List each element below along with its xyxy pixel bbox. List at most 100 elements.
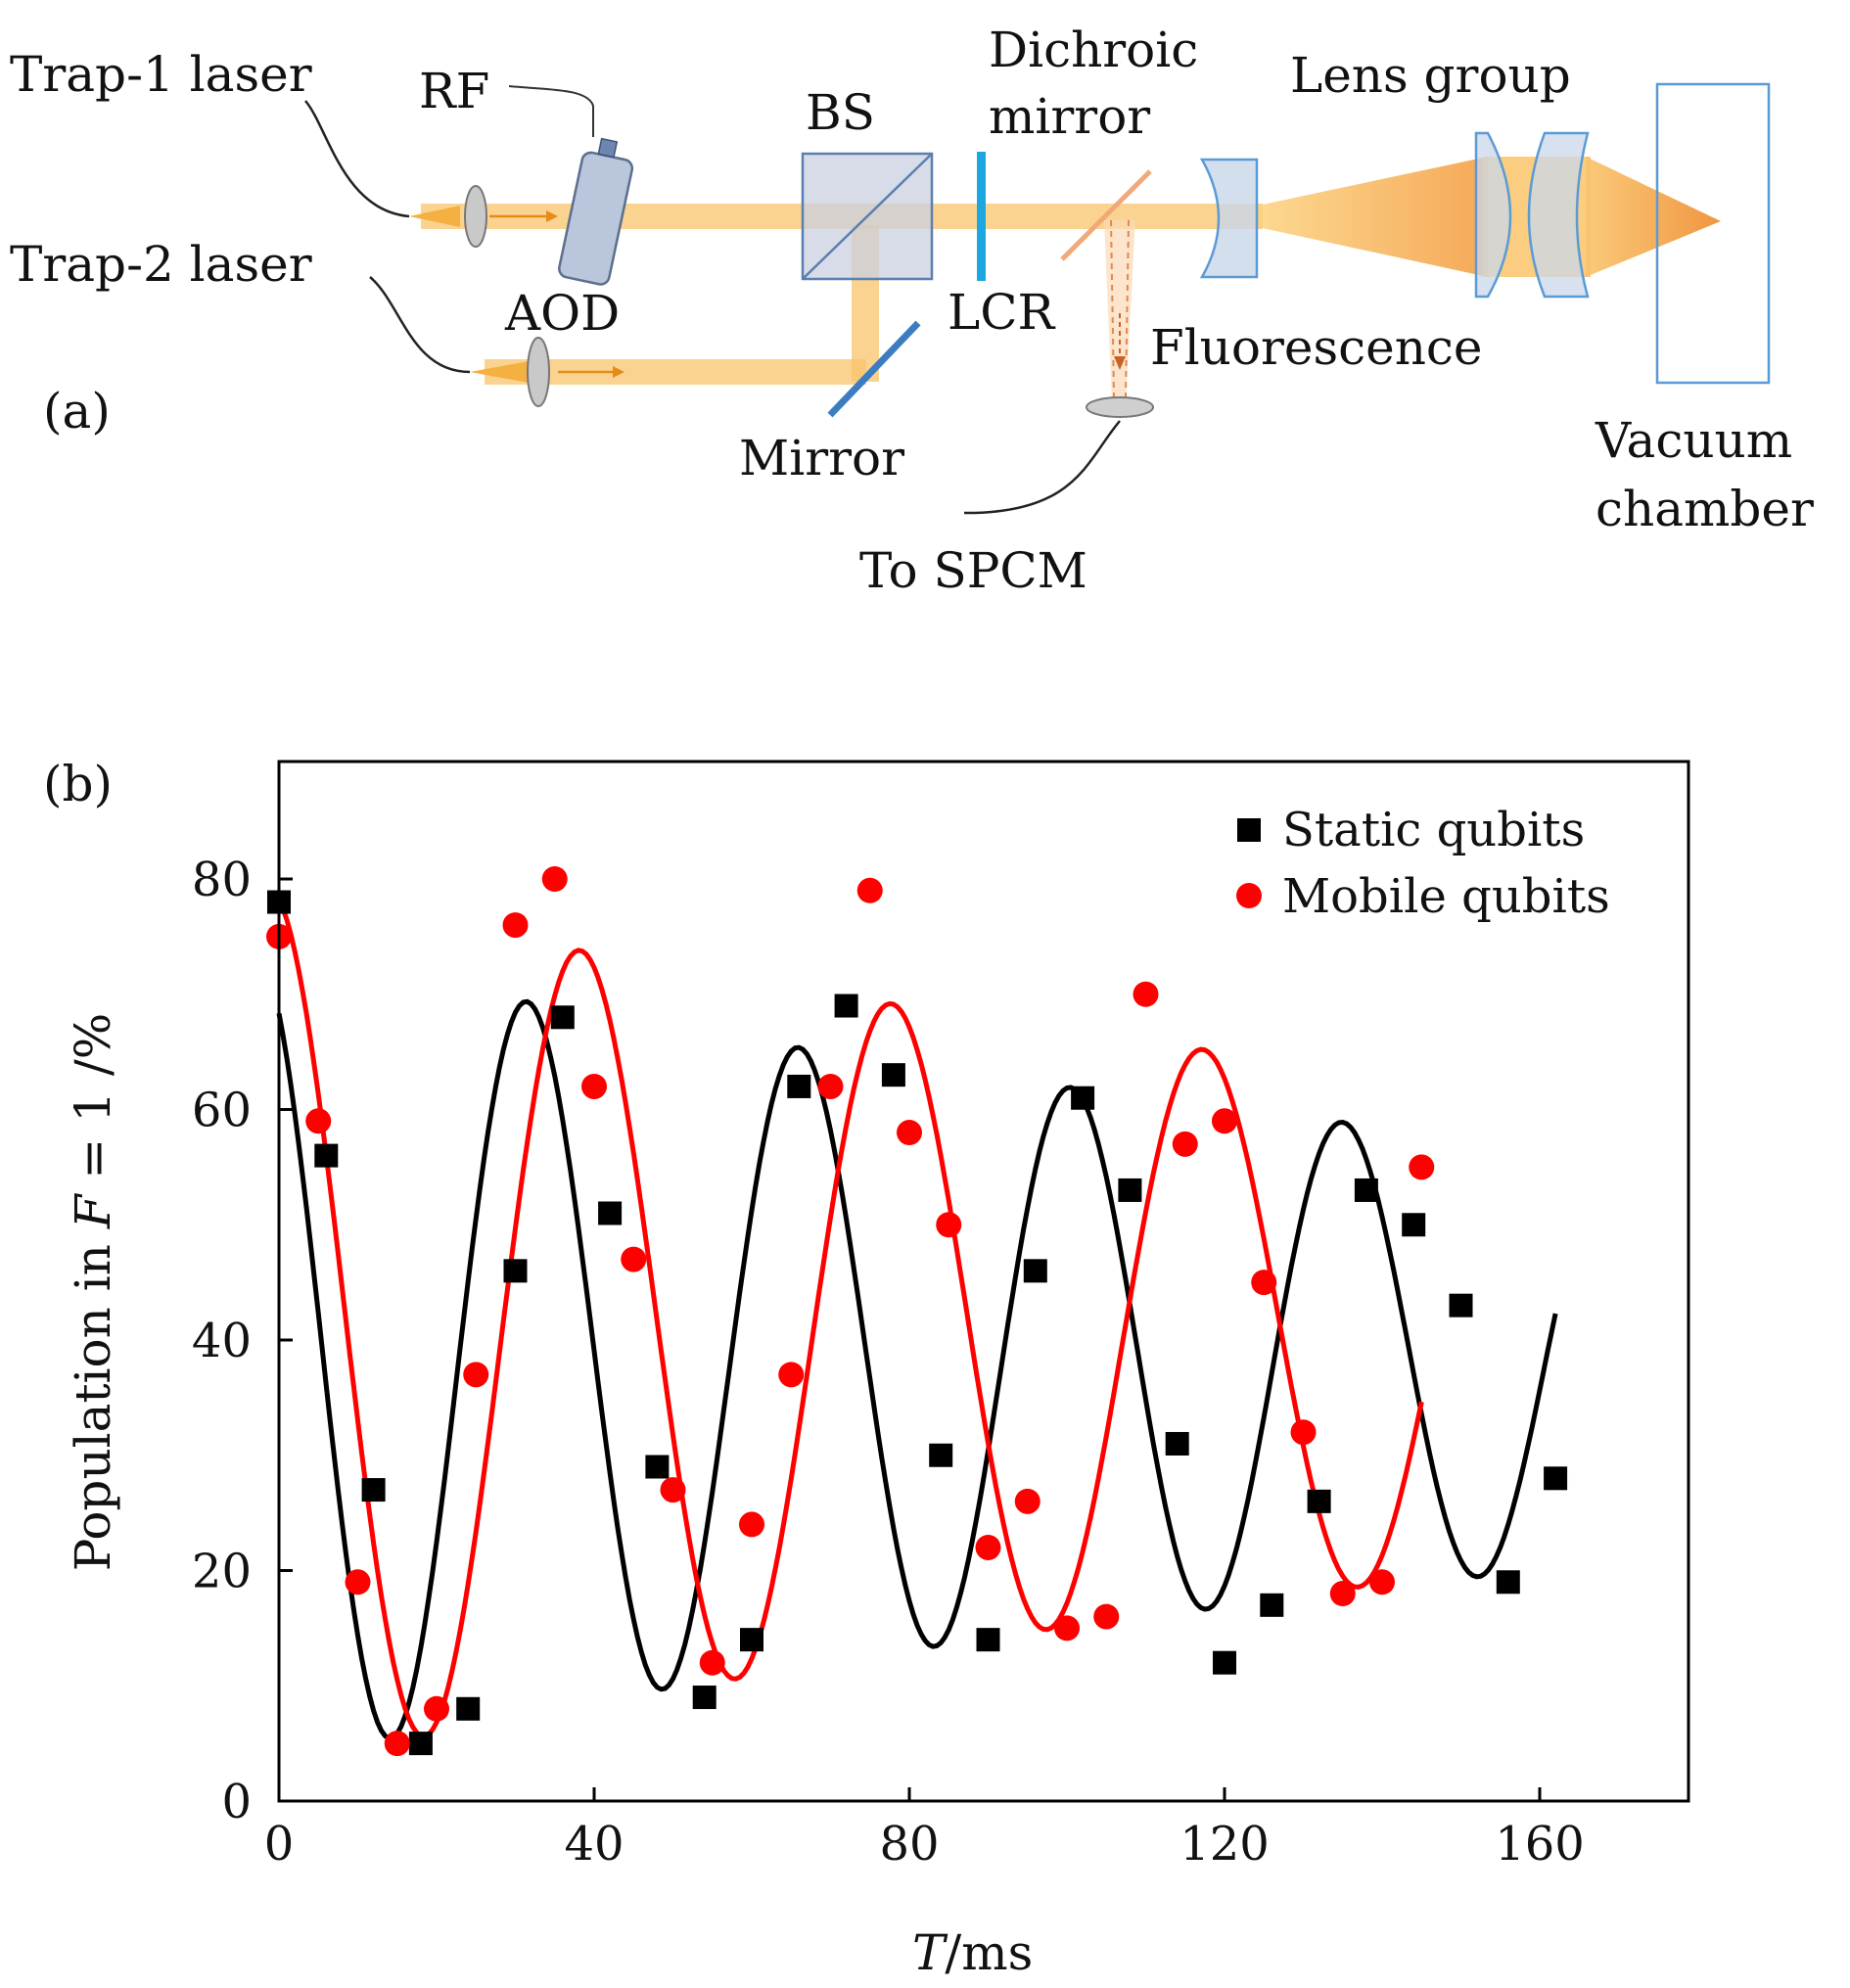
static-point-23 — [1354, 1178, 1378, 1202]
label-trap2-laser: Trap-2 laser — [10, 236, 312, 293]
beam-arrow-1 — [489, 210, 558, 222]
panel-tag-a: (a) — [43, 383, 111, 439]
fit-curve-0 — [276, 998, 1558, 1741]
mobile-point-11 — [699, 1649, 725, 1676]
trap2-fiber — [369, 276, 471, 374]
label-steering-mirror: Mirror — [739, 430, 904, 486]
mobile-point-1 — [305, 1108, 332, 1134]
static-point-19 — [1165, 1431, 1189, 1456]
label-lens-group: Lens group — [1290, 47, 1571, 104]
mobile-point-10 — [660, 1477, 686, 1503]
spcm-lens — [1086, 396, 1154, 418]
x-tick-label-40: 40 — [564, 1817, 624, 1872]
static-point-5 — [503, 1259, 528, 1283]
static-point-14 — [929, 1443, 953, 1467]
telescope-lens-1 — [1199, 158, 1259, 279]
mobile-point-17 — [936, 1212, 962, 1238]
mobile-point-3 — [384, 1731, 410, 1757]
static-point-13 — [881, 1063, 905, 1087]
mobile-point-12 — [739, 1511, 764, 1538]
beam-splitter — [801, 152, 934, 281]
mobile-point-5 — [463, 1362, 489, 1388]
fluorescence-path — [1104, 219, 1135, 401]
label-to-spcm: To SPCM — [859, 542, 1087, 599]
static-point-26 — [1496, 1570, 1520, 1595]
mobile-point-20 — [1054, 1615, 1080, 1641]
mobile-point-2 — [345, 1569, 371, 1595]
mobile-point-15 — [856, 877, 883, 903]
static-point-9 — [692, 1686, 717, 1710]
mobile-point-25 — [1251, 1270, 1277, 1296]
static-point-24 — [1402, 1213, 1426, 1237]
legend: Static qubits Mobile qubits — [1236, 803, 1610, 924]
label-lcr: LCR — [948, 284, 1055, 341]
static-point-3 — [408, 1732, 433, 1756]
beam-cone — [1258, 157, 1488, 277]
plot-frame — [277, 760, 1690, 1803]
label-trap1-laser: Trap-1 laser — [10, 46, 312, 103]
mobile-point-21 — [1093, 1603, 1120, 1630]
rf-cable — [508, 85, 594, 137]
static-point-10 — [740, 1628, 763, 1652]
y-tick-label-40: 40 — [192, 1314, 252, 1368]
panel-tag-b: (b) — [43, 756, 113, 812]
beam-arrow-2 — [558, 366, 624, 378]
label-rf: RF — [419, 63, 489, 119]
static-point-16 — [1023, 1259, 1047, 1283]
lens-trap2 — [527, 337, 550, 407]
mobile-point-7 — [541, 866, 568, 892]
mobile-point-27 — [1329, 1581, 1356, 1607]
label-vacuum: Vacuum — [1595, 412, 1792, 469]
static-point-8 — [645, 1455, 670, 1479]
legend-label-static: Static qubits — [1282, 803, 1585, 857]
steering-mirror — [827, 320, 921, 418]
static-point-12 — [834, 994, 858, 1018]
mobile-point-24 — [1212, 1108, 1237, 1134]
fit-curve-1 — [276, 898, 1424, 1739]
mobile-point-29 — [1409, 1154, 1435, 1180]
label-chamber: chamber — [1596, 481, 1814, 537]
static-point-7 — [598, 1201, 623, 1225]
label-bs: BS — [806, 84, 875, 141]
static-point-22 — [1307, 1489, 1331, 1513]
y-axis-label: Population in F = 1 /% — [65, 1013, 121, 1572]
trap1-fiber-tip — [409, 206, 460, 227]
static-point-17 — [1071, 1086, 1095, 1110]
legend-marker-static — [1237, 818, 1261, 842]
x-tick-label-0: 0 — [264, 1817, 295, 1872]
static-point-18 — [1118, 1178, 1142, 1202]
mobile-point-13 — [778, 1362, 805, 1388]
data-points — [266, 866, 1568, 1757]
mobile-point-23 — [1172, 1131, 1198, 1157]
mobile-point-19 — [1014, 1488, 1041, 1514]
trap1-fiber — [304, 100, 410, 218]
axis-ticks: 0 40 80 120 160 0 20 40 60 80 — [192, 853, 1585, 1872]
fit-curves — [276, 898, 1558, 1741]
mobile-point-8 — [581, 1073, 607, 1099]
mobile-point-4 — [424, 1695, 449, 1722]
label-aod: AOD — [504, 285, 620, 342]
static-point-27 — [1544, 1466, 1568, 1491]
mobile-point-9 — [621, 1246, 647, 1272]
spcm-fiber — [963, 420, 1121, 515]
mobile-point-22 — [1133, 981, 1159, 1007]
y-tick-label-0: 0 — [221, 1775, 252, 1829]
static-point-4 — [456, 1696, 481, 1721]
x-tick-label-120: 120 — [1179, 1817, 1270, 1872]
trap2-fiber-tip — [470, 361, 529, 383]
static-point-1 — [314, 1143, 339, 1168]
population-chart: 0 40 80 120 160 0 20 40 60 80 Static qubits Mobil… — [65, 760, 1690, 1981]
static-point-21 — [1260, 1593, 1284, 1617]
x-tick-label-80: 80 — [879, 1817, 939, 1872]
static-point-11 — [787, 1074, 811, 1098]
beam-focus — [1586, 157, 1721, 277]
mobile-point-14 — [817, 1073, 844, 1099]
mobile-point-28 — [1369, 1569, 1395, 1595]
vacuum-chamber — [1655, 82, 1771, 385]
static-point-20 — [1213, 1650, 1236, 1675]
y-tick-label-20: 20 — [192, 1545, 252, 1599]
y-tick-label-60: 60 — [192, 1084, 252, 1138]
aod-crystal — [558, 137, 634, 286]
y-tick-label-80: 80 — [192, 853, 252, 907]
